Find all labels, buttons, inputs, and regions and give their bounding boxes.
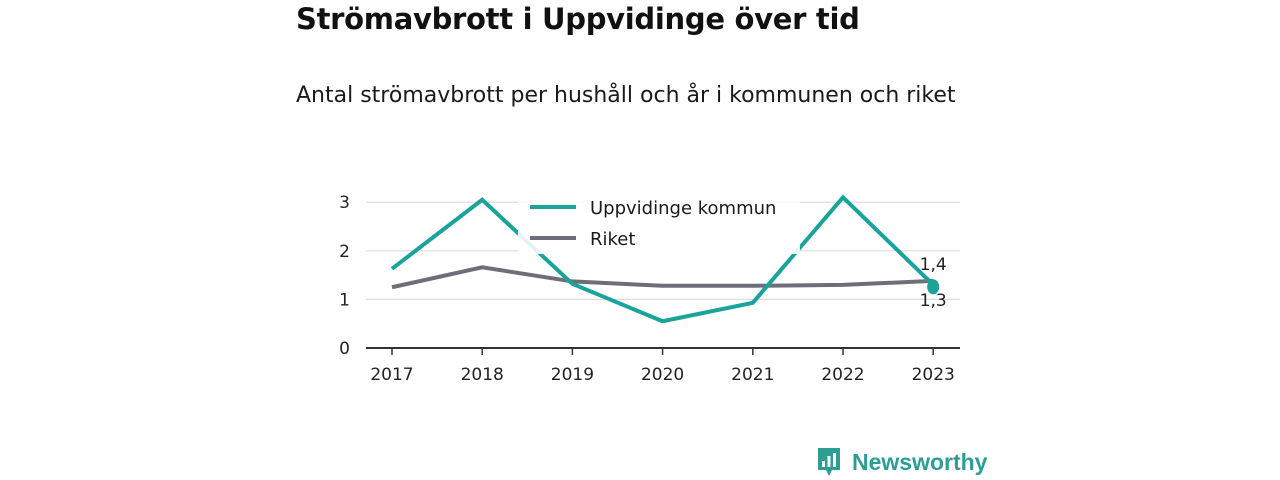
x-tick-label: 2021	[731, 365, 774, 385]
x-tick-label: 2018	[461, 365, 504, 385]
series-lines	[390, 194, 940, 324]
end-label-riket: 1,4	[920, 255, 947, 275]
series-line-riket	[391, 265, 934, 290]
chart-subtitle: Antal strömavbrott per hushåll och år i …	[296, 83, 956, 108]
legend-background	[518, 188, 800, 254]
y-tick-label: 1	[339, 290, 350, 310]
x-tick-label: 2017	[370, 365, 413, 385]
y-tick-label: 0	[339, 339, 350, 359]
legend-label: Riket	[590, 229, 635, 250]
end-label-uppvidinge: 1,3	[920, 291, 947, 311]
newsworthy-logo-icon	[818, 448, 840, 476]
x-tick-label: 2019	[551, 365, 594, 385]
axes: 0 1 2 3 2017 2018 2019 2020 2021 2022 2023	[339, 193, 960, 385]
legend: Uppvidinge kommun Riket	[518, 188, 800, 254]
brand-logo: Newsworthy	[816, 446, 987, 478]
chart-title: Strömavbrott i Uppvidinge över tid	[296, 2, 860, 36]
end-point-marker	[927, 279, 940, 295]
brand-name: Newsworthy	[852, 448, 988, 475]
x-tick-label: 2020	[641, 365, 684, 385]
series-line-uppvidinge	[390, 194, 935, 324]
x-tick-label: 2023	[912, 365, 955, 385]
legend-label: Uppvidinge kommun	[590, 198, 776, 219]
x-tick-label: 2022	[821, 365, 864, 385]
data-labels: 1,4 1,3	[920, 255, 947, 311]
y-tick-label: 2	[339, 242, 350, 262]
y-tick-label: 3	[339, 193, 350, 213]
